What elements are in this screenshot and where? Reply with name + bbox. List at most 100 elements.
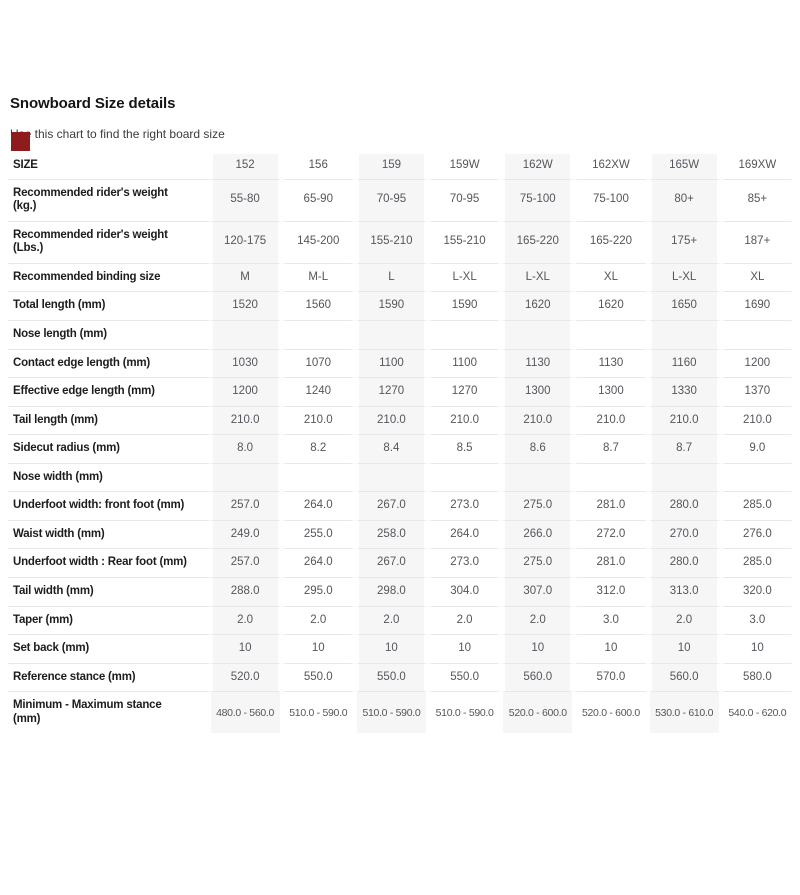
value-cell: 75-100: [574, 180, 648, 222]
value-cell: 281.0: [574, 492, 648, 521]
value-cell: 10: [574, 635, 648, 664]
value-cell: [354, 463, 429, 493]
value-cell: 520.0 - 600.0: [501, 692, 574, 734]
value-cell: 2.0: [428, 607, 502, 636]
value-cell: 1590: [428, 292, 502, 321]
value-cell: 210.0: [281, 407, 355, 436]
value-cell: 8.2: [281, 435, 355, 464]
value-cell: 1620: [501, 292, 575, 321]
value-cell: [720, 464, 794, 493]
value-cell: 550.0: [428, 664, 502, 693]
value-cell: L-XL: [428, 264, 502, 293]
value-cell: 1130: [501, 349, 575, 379]
size-header-cell: 165W: [647, 154, 721, 180]
value-cell: 275.0: [501, 492, 575, 521]
value-cell: 307.0: [501, 578, 575, 607]
row-label: Total length (mm): [8, 292, 209, 321]
value-cell: L: [354, 263, 429, 293]
value-cell: 570.0: [574, 664, 648, 693]
value-cell: [428, 464, 502, 493]
value-cell: 249.0: [208, 520, 282, 550]
value-cell: 1100: [428, 350, 502, 379]
value-cell: 210.0: [354, 406, 429, 436]
value-cell: M: [208, 263, 282, 293]
value-cell: 1030: [208, 349, 282, 379]
value-cell: 8.6: [501, 435, 575, 464]
value-cell: 1560: [281, 292, 355, 321]
value-cell: 80+: [647, 179, 721, 222]
value-cell: 288.0: [208, 578, 282, 607]
value-cell: 320.0: [720, 578, 794, 607]
value-cell: XL: [720, 264, 794, 293]
value-cell: [501, 463, 575, 493]
value-cell: 70-95: [428, 180, 502, 222]
value-cell: 275.0: [501, 549, 575, 578]
table-row: Taper (mm) 2.0 2.0 2.0 2.0 2.0 3.0 2.0 3.0: [8, 606, 794, 636]
value-cell: 285.0: [720, 492, 794, 521]
value-cell: 10: [354, 635, 429, 664]
table-row: Recommended rider's weight (Lbs.) 120-175 1…: [8, 221, 794, 264]
value-cell: 285.0: [720, 549, 794, 578]
value-cell: 560.0: [647, 663, 721, 693]
table-row: Recommended rider's weight (kg.) 55-80 65-9…: [8, 179, 794, 222]
size-details-table: SIZE 152 156 159 159W 162W 162XW 165W 169XW Rec…: [8, 154, 794, 734]
value-cell: 8.7: [647, 435, 721, 464]
value-cell: [647, 463, 721, 493]
value-cell: [354, 320, 429, 350]
section-subtitle: Use this chart to find the right board s…: [10, 127, 225, 141]
value-cell: 258.0: [354, 520, 429, 550]
size-header-cell: 162XW: [574, 154, 648, 180]
value-cell: 1130: [574, 350, 648, 379]
value-cell: 175+: [647, 221, 721, 264]
value-cell: [720, 321, 794, 350]
row-label: Tail length (mm): [8, 407, 209, 436]
value-cell: 510.0 - 590.0: [289, 706, 348, 719]
value-cell: 1300: [501, 378, 575, 407]
value-cell: 295.0: [281, 578, 355, 607]
value-cell: 510.0 - 590.0: [355, 692, 428, 734]
value-cell: [281, 321, 355, 350]
value-cell: 267.0: [354, 492, 429, 521]
row-label: Effective edge length (mm): [8, 378, 209, 407]
value-cell: 510.0 - 590.0: [435, 706, 494, 719]
value-cell: 560.0: [501, 663, 575, 693]
value-cell: 257.0: [208, 549, 282, 578]
table-row: Total length (mm) 1520 1560 1590 1590 1620 162…: [8, 292, 794, 321]
value-cell: L-XL: [647, 263, 721, 293]
value-cell: 1270: [354, 378, 429, 407]
value-cell: 257.0: [208, 492, 282, 521]
section-title: Snowboard Size details: [10, 95, 176, 112]
row-label: Recommended binding size: [8, 264, 209, 293]
value-cell: [208, 320, 282, 350]
row-label: Reference stance (mm): [8, 664, 209, 693]
row-label: Contact edge length (mm): [8, 350, 209, 379]
table-row: Nose length (mm): [8, 320, 794, 350]
size-header-cell: 159W: [428, 154, 502, 180]
table-row: Sidecut radius (mm) 8.0 8.2 8.4 8.5 8.6 8.7 8.7…: [8, 435, 794, 464]
value-cell: 312.0: [574, 578, 648, 607]
value-cell: XL: [574, 264, 648, 293]
value-cell: 1370: [720, 378, 794, 407]
value-cell: 1270: [428, 378, 502, 407]
value-cell: 2.0: [501, 606, 575, 636]
row-label: Taper (mm): [8, 607, 209, 636]
value-cell: 266.0: [501, 520, 575, 550]
value-cell: 1070: [281, 350, 355, 379]
row-label: Nose width (mm): [8, 464, 209, 493]
value-cell: 264.0: [281, 549, 355, 578]
value-cell: [428, 321, 502, 350]
value-cell: 8.7: [574, 435, 648, 464]
value-cell: 165-220: [501, 221, 575, 264]
product-color-swatch: [11, 132, 30, 151]
value-cell: 520.0: [208, 663, 282, 693]
value-cell: 280.0: [647, 492, 721, 521]
size-header-cell: 152: [208, 154, 282, 180]
value-cell: 8.0: [208, 435, 282, 464]
value-cell: 120-175: [208, 221, 282, 264]
value-cell: [647, 320, 721, 350]
value-cell: 10: [720, 635, 794, 664]
size-header-row: SIZE 152 156 159 159W 162W 162XW 165W 169XW: [8, 154, 794, 180]
value-cell: 276.0: [720, 521, 794, 550]
value-cell: 1650: [647, 292, 721, 321]
row-label: Nose length (mm): [8, 321, 209, 350]
